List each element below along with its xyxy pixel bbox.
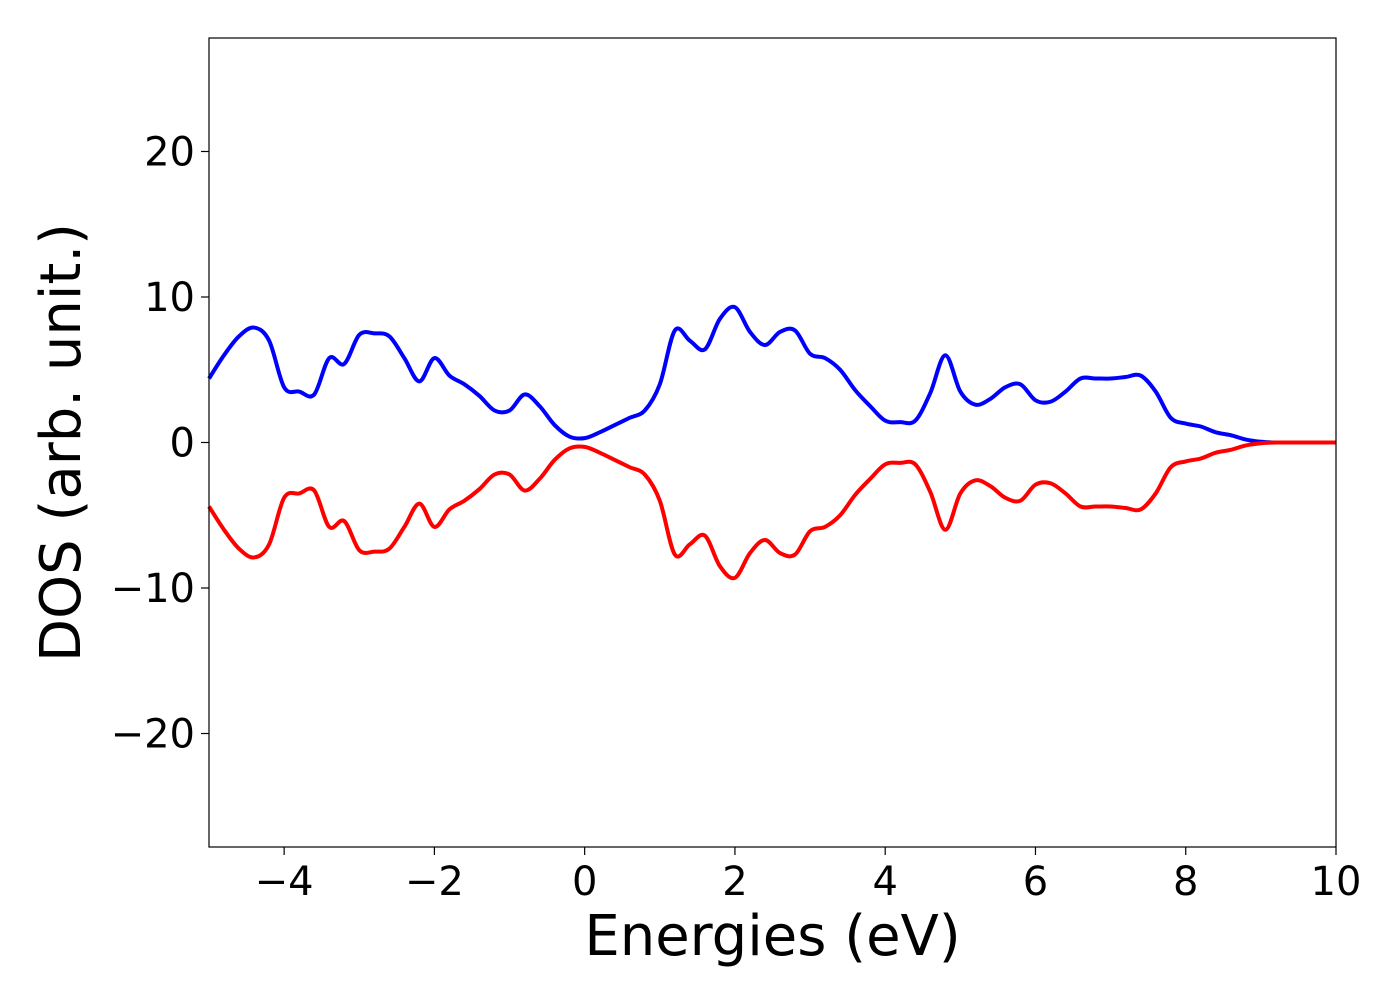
x-tick-label: 2 — [722, 859, 747, 905]
x-tick-label: 10 — [1311, 859, 1362, 905]
series-layer — [207, 304, 1336, 581]
y-tick-label: 0 — [170, 421, 195, 467]
x-tick-label: 0 — [572, 859, 597, 905]
y-tick-label: 10 — [144, 275, 195, 321]
x-axis-ticks: −4 −2 0 2 4 6 8 10 — [255, 847, 1362, 905]
series-line-0 — [207, 304, 1336, 445]
x-axis-label: Energies (eV) — [584, 904, 960, 969]
y-tick-label: 20 — [144, 129, 195, 175]
plot-frame — [208, 37, 1337, 848]
y-axis-label: DOS (arb. unit.) — [29, 223, 94, 662]
y-axis-ticks: −20 −10 0 10 20 — [111, 129, 209, 758]
y-tick-label: −10 — [111, 566, 195, 612]
y-tick-label: −20 — [111, 712, 195, 758]
x-tick-label: 6 — [1023, 859, 1048, 905]
x-tick-label: 4 — [872, 859, 897, 905]
x-tick-label: −4 — [255, 859, 314, 905]
x-tick-label: −2 — [405, 859, 464, 905]
series-line-1 — [207, 440, 1336, 581]
x-tick-label: 8 — [1173, 859, 1198, 905]
